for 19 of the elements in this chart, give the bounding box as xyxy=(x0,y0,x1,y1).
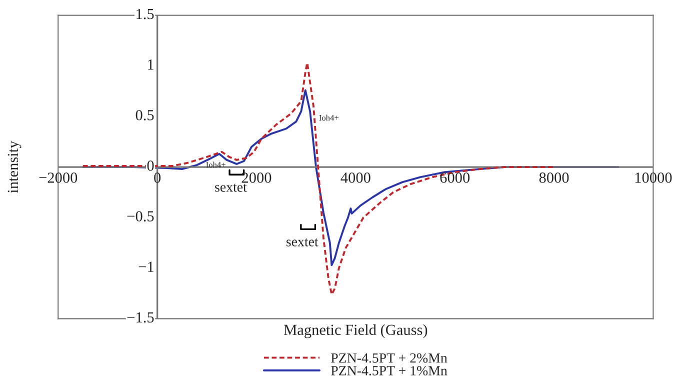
x-tick-label: 2000 xyxy=(242,172,272,183)
y-tick-label: 0.5 xyxy=(136,110,154,120)
y-tick-label: −0.5 xyxy=(127,211,154,222)
annotation: sextet xyxy=(286,238,318,246)
y-tick-label: −1 xyxy=(138,262,154,272)
annotation: Ioh4+ xyxy=(206,162,226,168)
x-axis-title: Magnetic Field (Gauss) xyxy=(284,324,428,338)
annotation: Ioh4+ xyxy=(319,114,338,121)
x-tick-label: 8000 xyxy=(539,172,569,183)
x-tick-label: 4000 xyxy=(340,172,370,183)
legend-label: PZN-4.5PT + 1%Mn xyxy=(331,366,448,376)
y-tick-label: 1.5 xyxy=(136,8,154,20)
annotation: sextet xyxy=(215,184,247,192)
y-tick-label: 1 xyxy=(148,60,154,70)
legend-label: PZN-4.5PT + 2%Mn xyxy=(331,353,448,363)
y-tick-label: −1.5 xyxy=(127,312,154,323)
x-tick-label: 6000 xyxy=(440,172,470,183)
y-tick-label: 0 xyxy=(147,160,154,171)
y-axis-title: intensity xyxy=(8,140,22,194)
